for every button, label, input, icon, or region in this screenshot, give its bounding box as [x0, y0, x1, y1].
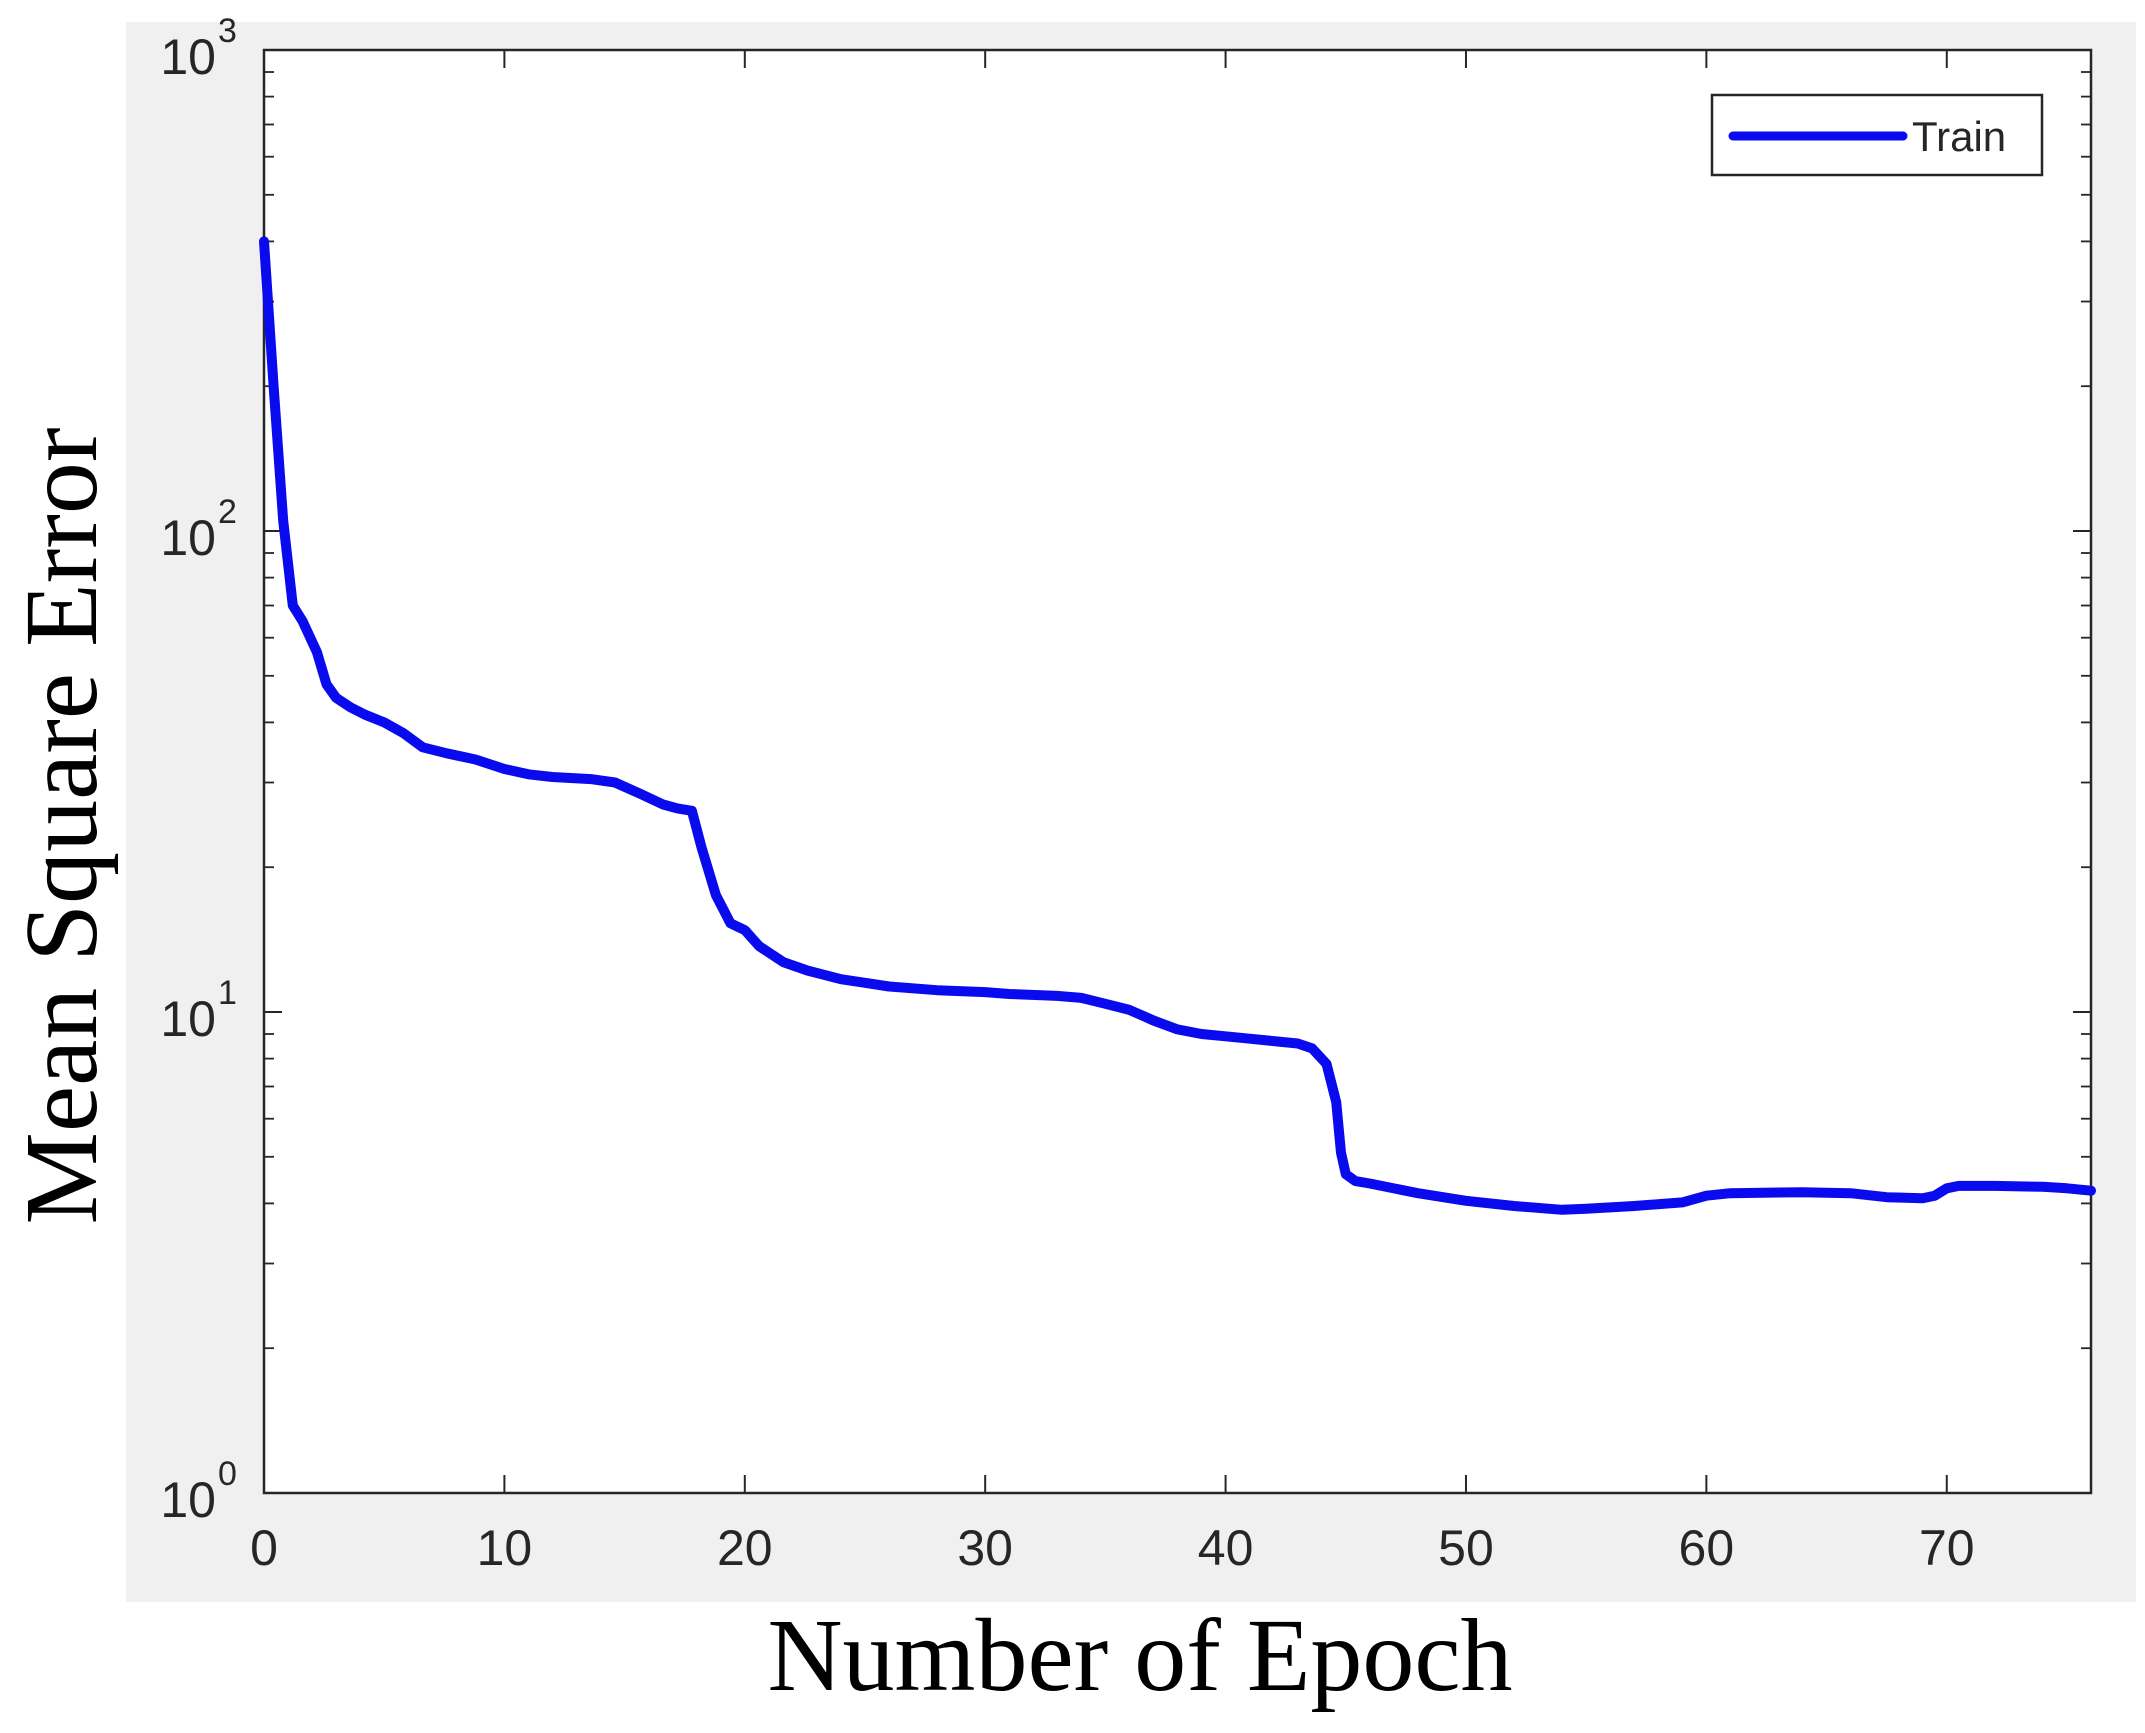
y-tick-label-exponent: 1 — [218, 974, 237, 1012]
legend: Train — [1710, 93, 2044, 177]
y-tick-label-base: 10 — [160, 991, 216, 1047]
x-tick-label: 50 — [1438, 1520, 1494, 1576]
y-tick-label: 10 3 — [160, 12, 237, 85]
y-tick-label: 10 1 — [160, 974, 237, 1047]
y-tick-label-exponent: 3 — [218, 12, 237, 50]
y-tick-label-base: 10 — [160, 510, 216, 566]
y-tick-label-exponent: 0 — [218, 1455, 237, 1493]
x-tick-label: 20 — [717, 1520, 773, 1576]
series-layer — [259, 236, 2096, 1215]
x-tick-label: 40 — [1198, 1520, 1254, 1576]
series-line-train — [259, 236, 2096, 1215]
x-tick-label: 70 — [1919, 1520, 1975, 1576]
y-tick-label: 10 2 — [160, 493, 237, 566]
y-tick-label-exponent: 2 — [218, 493, 237, 531]
x-tick-label: 60 — [1679, 1520, 1735, 1576]
x-tick-label: 30 — [957, 1520, 1013, 1576]
y-axis-label: Mean Square Error — [4, 427, 119, 1224]
plot-area — [262, 48, 2093, 1495]
x-tick-label: 10 — [477, 1520, 533, 1576]
legend-label-train: Train — [1912, 113, 2006, 160]
y-tick-label: 10 0 — [160, 1455, 237, 1528]
x-axis-label: Number of Epoch — [767, 1598, 1512, 1713]
x-tick-label: 0 — [250, 1520, 278, 1576]
y-tick-label-base: 10 — [160, 1472, 216, 1528]
y-tick-label-base: 10 — [160, 29, 216, 85]
